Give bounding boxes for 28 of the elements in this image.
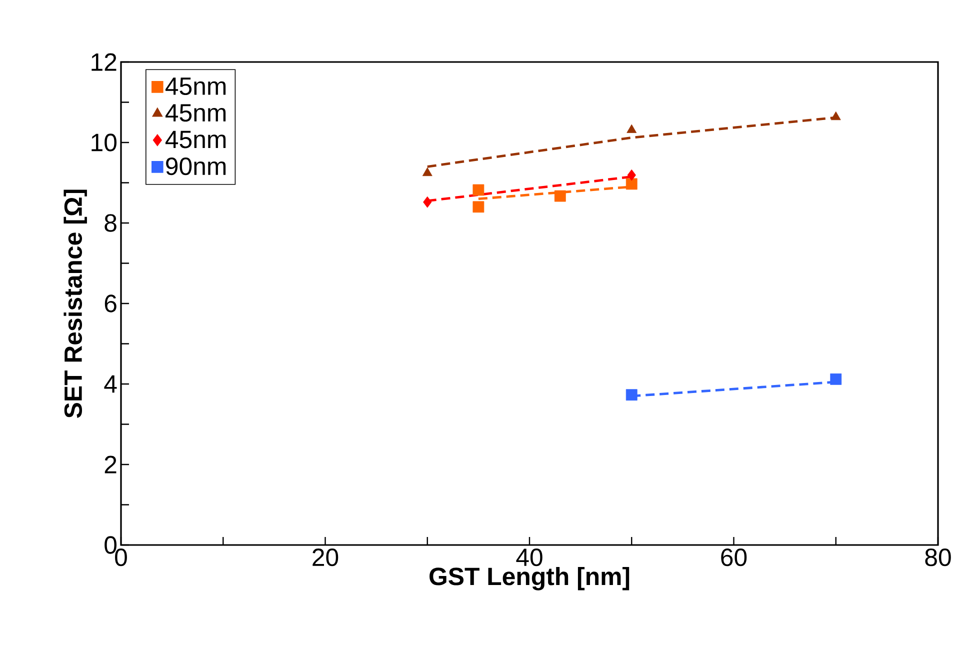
legend-label: 45nm [165,78,226,96]
point [626,389,638,401]
point [830,111,841,120]
x-tick-label: 60 [721,548,747,566]
point [472,201,484,213]
y-tick-label: 8 [104,214,116,232]
x-tick-label: 20 [312,548,338,566]
y-tick-label: 2 [104,456,116,474]
point [626,178,638,190]
point [626,124,637,133]
point [554,190,566,202]
x-axis-title: GST Length [nm] [430,566,630,590]
y-tick-label: 6 [104,294,116,312]
point [423,196,432,208]
y-axis-title: SET Resistance [Ω] [64,190,87,418]
y-tick-label: 12 [92,53,116,71]
x-tick-label: 40 [516,548,542,566]
point [627,169,636,181]
legend-label: 45nm [165,130,226,148]
point [830,373,842,385]
y-tick-label: 10 [92,134,116,152]
legend-label: 45nm [165,104,226,122]
y-tick-label: 4 [104,375,117,393]
point [472,184,484,196]
y-tick-label: 0 [104,536,117,554]
x-tick-label: 80 [925,548,951,566]
legend-label: 90nm [166,157,226,176]
point [422,167,432,176]
